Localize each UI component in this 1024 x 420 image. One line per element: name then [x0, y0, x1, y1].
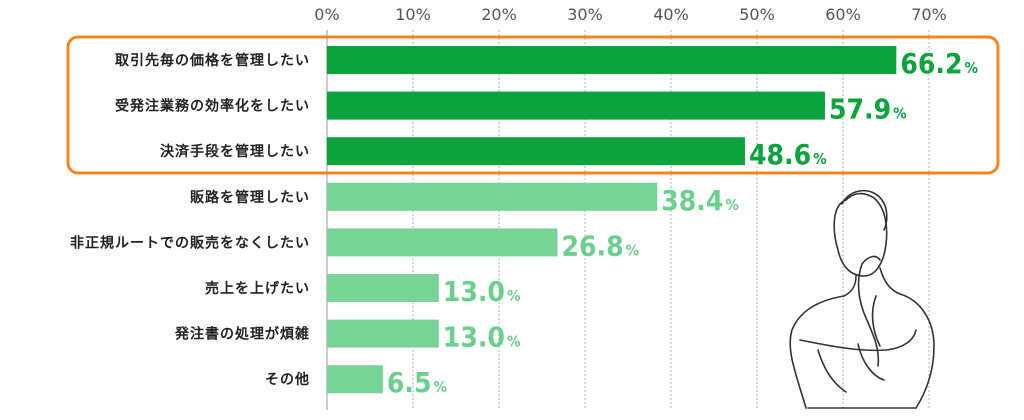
category-label: 非正規ルートでの販売をなくしたい	[70, 234, 310, 251]
bar	[327, 365, 383, 394]
value-labels: 66.2 % 57.9 %48.6 % 38.4 % 26.8 % 13.0 % 13.0 % 6.5%	[387, 47, 979, 399]
x-tick-label: 0%	[314, 5, 339, 24]
category-label: その他	[265, 371, 310, 388]
thinking-person-illustration	[789, 189, 935, 409]
bar	[327, 228, 558, 257]
category-label: 受発注業務の効率化をしたい	[115, 98, 310, 115]
category-label: 売上を上げたい	[205, 280, 310, 297]
x-tick-label: 50%	[739, 5, 775, 24]
category-label: 販路を管理したい	[190, 189, 310, 206]
x-tick-label: 60%	[825, 5, 861, 24]
bars	[327, 46, 897, 394]
category-label: 決済手段を管理したい	[160, 143, 310, 160]
x-tick-label: 20%	[481, 5, 517, 24]
value-label: 38.4%	[661, 184, 739, 217]
value-label: 13.0%	[443, 275, 521, 308]
bar	[327, 46, 897, 74]
category-label: 取引先毎の価格を管理したい	[115, 52, 310, 69]
x-tick-label: 10%	[395, 5, 431, 24]
highlight-box	[66, 35, 1000, 175]
bar	[327, 91, 825, 120]
category-label: 発注書の処理が煩雑	[174, 326, 310, 343]
value-label: 48.6%	[749, 138, 827, 171]
x-tick-label: 30%	[567, 5, 603, 24]
x-axis-ticks: 0% 10% 20% 30% 40% 50% 60% 70%	[314, 5, 946, 24]
category-labels: 取引先毎の価格を管理したい受発注業務の効率化をしたい決済手段を管理したい販路を管…	[70, 52, 310, 388]
value-label: 26.8%	[561, 229, 639, 262]
value-label: 6.5%	[387, 366, 448, 399]
bar	[327, 319, 439, 348]
bar	[327, 274, 439, 302]
value-label: 57.9%	[829, 93, 907, 126]
bar	[327, 182, 658, 211]
gridlines	[326, 30, 930, 410]
value-label: 13.0%	[443, 321, 521, 354]
bar	[327, 137, 745, 166]
value-label: 66.2%	[900, 47, 978, 80]
x-tick-label: 40%	[653, 5, 689, 24]
x-tick-label: 70%	[911, 5, 947, 24]
